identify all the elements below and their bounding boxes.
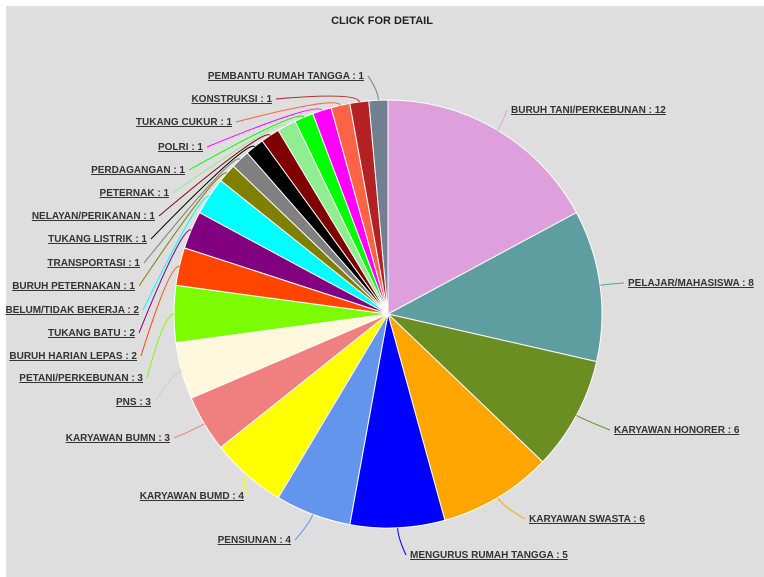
label-connector bbox=[235, 102, 341, 123]
slice-label[interactable]: BURUH PETERNAKAN : 1 bbox=[12, 281, 135, 292]
label-connector bbox=[173, 423, 205, 439]
label-connector bbox=[142, 195, 210, 311]
slice-label[interactable]: TUKANG CUKUR : 1 bbox=[136, 117, 233, 128]
slice-label[interactable]: TUKANG BATU : 2 bbox=[48, 328, 135, 339]
label-connector bbox=[497, 109, 508, 131]
slice-label[interactable]: PETANI/PERKEBUNAN : 3 bbox=[19, 373, 143, 384]
slice-label[interactable]: TUKANG LISTRIK : 1 bbox=[48, 234, 147, 245]
slice-label[interactable]: NELAYAN/PERIKANAN : 1 bbox=[32, 211, 156, 222]
slice-label[interactable]: PNS : 3 bbox=[116, 397, 151, 408]
pie-slice[interactable] bbox=[368, 99, 389, 315]
label-connector bbox=[158, 134, 271, 217]
slice-label[interactable]: PENSIUNAN : 4 bbox=[218, 535, 292, 546]
label-connectors bbox=[138, 75, 625, 556]
label-connector bbox=[243, 474, 249, 497]
slice-label[interactable]: PERDAGANGAN : 1 bbox=[91, 165, 185, 176]
slice-label[interactable]: KARYAWAN BUMD : 4 bbox=[140, 491, 245, 502]
slice-label[interactable]: PEMBANTU RUMAH TANGGA : 1 bbox=[208, 71, 365, 82]
label-connector bbox=[397, 527, 407, 556]
pie-slice[interactable] bbox=[387, 99, 578, 315]
slice-label[interactable]: KONSTRUKSI : 1 bbox=[191, 94, 272, 105]
label-connector bbox=[294, 514, 314, 541]
slice-label[interactable]: BELUM/TIDAK BEKERJA : 2 bbox=[5, 305, 139, 316]
slice-label[interactable]: MENGURUS RUMAH TANGGA : 5 bbox=[410, 550, 568, 561]
label-connector bbox=[146, 313, 175, 379]
label-connector bbox=[206, 108, 323, 148]
slice-labels: BURUH TANI/PERKEBUNAN : 12 PELAJAR/MAHASI… bbox=[5, 71, 754, 561]
label-connector bbox=[172, 124, 288, 194]
chart-title[interactable]: CLICK FOR DETAIL bbox=[331, 15, 433, 27]
slice-label[interactable]: POLRI : 1 bbox=[158, 142, 203, 153]
label-connector bbox=[576, 414, 611, 431]
slice-label[interactable]: PELAJAR/MAHASISWA : 8 bbox=[628, 278, 754, 289]
slice-label[interactable]: KARYAWAN HONORER : 6 bbox=[614, 425, 740, 436]
label-connector bbox=[154, 370, 182, 403]
pie-slice[interactable] bbox=[386, 211, 603, 363]
slice-label[interactable]: BURUH TANI/PERKEBUNAN : 12 bbox=[511, 105, 666, 116]
label-connector bbox=[275, 95, 360, 103]
label-connector bbox=[188, 115, 305, 171]
slice-label[interactable]: TRANSPORTASI : 1 bbox=[47, 258, 140, 269]
label-connector bbox=[367, 75, 379, 101]
slice-label[interactable]: PETERNAK : 1 bbox=[100, 188, 170, 199]
pie-slice[interactable] bbox=[387, 312, 544, 521]
label-connector bbox=[138, 172, 228, 287]
slice-label[interactable]: KARYAWAN SWASTA : 6 bbox=[529, 514, 645, 525]
slice-label[interactable]: KARYAWAN BUMN : 3 bbox=[66, 433, 171, 444]
label-connector bbox=[138, 229, 192, 334]
slice-label[interactable]: BURUH HARIAN LEPAS : 2 bbox=[9, 351, 137, 362]
label-connector bbox=[600, 282, 625, 286]
label-connector bbox=[497, 497, 526, 520]
label-connector bbox=[140, 265, 180, 357]
label-connector bbox=[150, 145, 255, 240]
label-connector bbox=[143, 158, 241, 264]
pie-slices bbox=[173, 99, 603, 529]
